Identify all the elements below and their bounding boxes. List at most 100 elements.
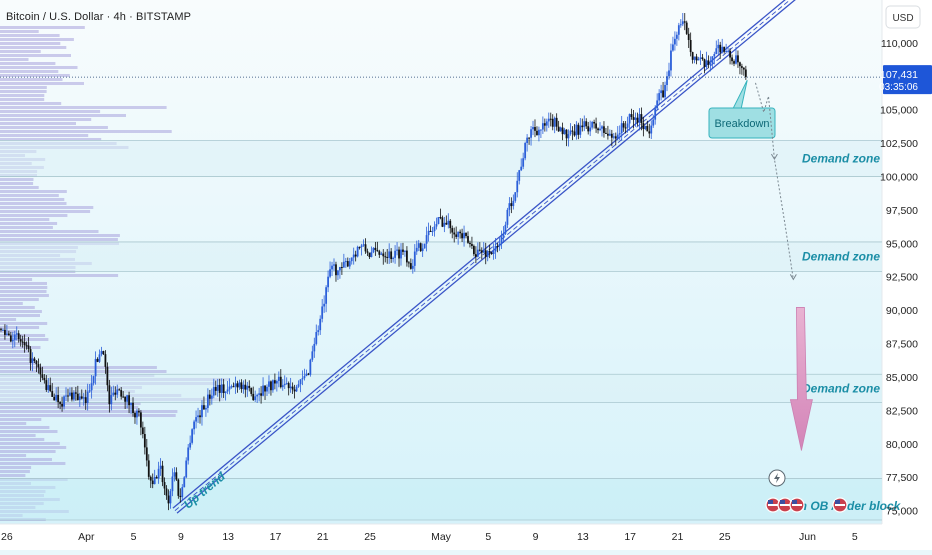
currency-label: USD xyxy=(892,13,913,24)
candle-up xyxy=(268,381,270,387)
volume-profile-bar xyxy=(0,178,34,181)
breakdown-label: Breakdown xyxy=(714,118,769,130)
demand-zone-label: Demand zone xyxy=(802,250,880,264)
time-tick-label: 17 xyxy=(270,531,282,543)
candle-down xyxy=(222,384,225,394)
candle-down xyxy=(429,230,432,232)
candle-down xyxy=(473,245,475,255)
candle-up xyxy=(601,126,603,129)
candle-up xyxy=(82,397,85,399)
volume-profile-bar xyxy=(0,366,157,369)
candle-up xyxy=(380,253,383,255)
candle-up xyxy=(339,267,341,271)
candle-down xyxy=(707,60,710,65)
candle-up xyxy=(579,125,582,135)
volume-profile-bar xyxy=(0,450,56,453)
candle-down xyxy=(23,342,26,346)
breakdown-callout xyxy=(708,107,776,139)
zone-band xyxy=(0,374,882,403)
candle-down xyxy=(368,252,371,258)
candle-down xyxy=(577,124,580,135)
volume-profile-bar xyxy=(0,354,30,357)
candle-down xyxy=(128,395,130,406)
candle-up xyxy=(721,46,724,53)
volume-profile-bar xyxy=(0,426,50,429)
volume-profile-bar xyxy=(0,226,53,229)
candle-up xyxy=(301,378,304,380)
candle-down xyxy=(461,233,463,239)
volume-profile-bar xyxy=(0,102,62,105)
candle-down xyxy=(9,335,12,342)
volume-profile-bar xyxy=(0,210,91,213)
candle-down xyxy=(565,129,568,139)
candle-down xyxy=(37,364,40,368)
candle-down xyxy=(179,495,182,498)
candle-up xyxy=(266,386,268,392)
candle-up xyxy=(112,392,115,396)
candle-down xyxy=(260,393,262,396)
candle-down xyxy=(581,125,584,128)
time-axis-background xyxy=(0,524,932,550)
volume-profile-bar xyxy=(0,286,48,289)
candle-up xyxy=(171,476,174,492)
time-axis[interactable]: 26 Apr 5 9 13 17 21 25 May 5 9 13 17 21 25 Jun 5 xyxy=(1,531,858,543)
candle-down xyxy=(145,447,148,461)
candle-down xyxy=(74,392,77,394)
projection-arrowhead xyxy=(789,274,797,281)
candle-up xyxy=(583,121,586,128)
candle-up xyxy=(258,393,261,395)
price-axis[interactable]: USD 110,000 105,000 102,500 100,000 97,500 95,… xyxy=(879,5,932,518)
candle-up xyxy=(331,265,333,270)
candle-up xyxy=(72,392,75,400)
candle-up xyxy=(532,127,534,130)
candle-up xyxy=(226,389,229,392)
volume-profile-bar xyxy=(0,458,52,461)
candle-down xyxy=(739,62,741,67)
volume-profile-bar xyxy=(0,222,58,225)
candle-down xyxy=(232,386,235,388)
candle-up xyxy=(283,383,286,386)
volume-profile-bar xyxy=(0,430,58,433)
candle-up xyxy=(421,248,424,252)
volume-profile-bar xyxy=(0,190,67,193)
volume-profile-bar xyxy=(0,90,47,93)
time-tick-label: 26 xyxy=(1,531,13,543)
candle-down xyxy=(35,360,38,365)
candle-down xyxy=(607,133,609,136)
candle-down xyxy=(57,394,60,403)
candle-up xyxy=(673,38,676,45)
candle-up xyxy=(727,50,730,52)
candle-down xyxy=(510,203,513,207)
candle-up xyxy=(591,121,594,128)
candle-up xyxy=(321,306,324,319)
candle-up xyxy=(524,143,527,159)
chart-title: Bitcoin / U.S. Dollar · 4h · BITSTAMP xyxy=(6,11,192,23)
candle-up xyxy=(553,117,556,127)
candle-up xyxy=(297,384,300,387)
volume-profile-bar xyxy=(0,462,66,465)
candle-down xyxy=(390,251,393,260)
candle-down xyxy=(551,118,554,127)
candle-down xyxy=(557,126,560,132)
volume-profile-bar xyxy=(0,194,59,197)
current-price-value: 107,431 xyxy=(880,69,918,81)
candle-up xyxy=(13,334,16,340)
candle-down xyxy=(76,393,79,401)
candle-down xyxy=(731,57,733,62)
candle-down xyxy=(642,123,645,130)
volume-profile-bar xyxy=(0,74,70,77)
candle-up xyxy=(189,442,192,448)
candle-up xyxy=(668,70,670,77)
candle-down xyxy=(648,131,651,134)
candle-up xyxy=(313,343,316,352)
volume-profile-bar xyxy=(0,274,119,277)
candle-down xyxy=(138,410,140,413)
candle-down xyxy=(685,22,688,34)
volume-profile-bar xyxy=(0,138,102,141)
flag-canton xyxy=(780,500,785,504)
candle-up xyxy=(216,384,219,391)
candle-down xyxy=(610,133,613,138)
candle-up xyxy=(699,57,702,59)
